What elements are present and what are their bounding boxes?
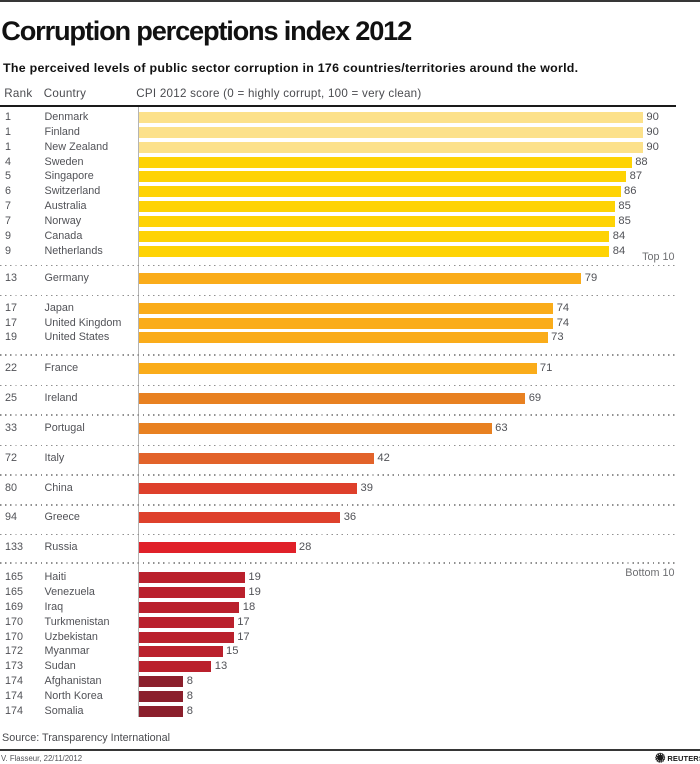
svg-text:REUTERS: REUTERS bbox=[667, 754, 700, 763]
